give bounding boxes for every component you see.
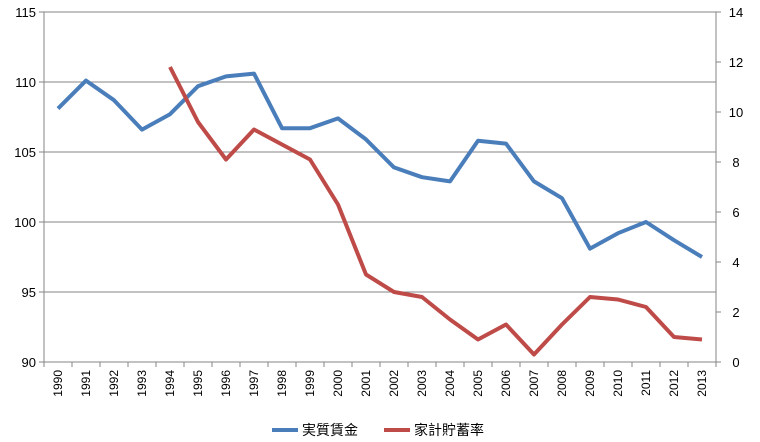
x-tick-label: 2001 xyxy=(359,370,373,397)
x-tick-label: 1996 xyxy=(219,370,233,397)
x-tick-label: 1994 xyxy=(163,370,177,397)
right-tick-label: 12 xyxy=(729,55,743,70)
gridlines xyxy=(44,11,716,363)
x-tick-label: 2007 xyxy=(527,370,541,397)
x-tick-label: 2009 xyxy=(583,370,597,397)
legend: 実質賃金 家計貯蓄率 xyxy=(272,422,484,439)
right-tick-label: 6 xyxy=(732,205,739,220)
x-tick-label: 1998 xyxy=(275,370,289,397)
left-tick-label: 110 xyxy=(15,75,36,90)
x-tick-label: 1999 xyxy=(303,370,317,397)
right-axis-ticks: 0 2 4 6 8 10 12 14 xyxy=(716,5,743,370)
x-tick-label: 1991 xyxy=(79,370,93,397)
x-tick-label: 2010 xyxy=(611,370,625,397)
right-tick-label: 8 xyxy=(732,155,739,170)
series-lines xyxy=(56,66,704,357)
series-line-2 xyxy=(168,66,703,357)
x-tick-label: 2005 xyxy=(471,370,485,397)
right-tick-label: 14 xyxy=(729,5,743,20)
x-tick-label: 1995 xyxy=(191,370,205,397)
right-tick-label: 4 xyxy=(732,255,739,270)
left-tick-label: 115 xyxy=(15,5,36,20)
left-tick-label: 95 xyxy=(22,285,36,300)
x-tick-label: 2012 xyxy=(667,370,681,397)
left-tick-label: 90 xyxy=(22,355,36,370)
left-tick-label: 105 xyxy=(14,145,36,160)
x-tick-label: 1997 xyxy=(247,370,261,397)
left-axis-ticks: 90 95 100 105 110 115 xyxy=(14,5,44,370)
x-tick-label: 2004 xyxy=(443,370,457,397)
x-tick-label: 1993 xyxy=(135,370,149,397)
x-axis-ticks: 1990 1991 1992 1993 1994 1995 1996 1997 1998 1999… xyxy=(43,362,717,397)
legend-label: 実質賃金 xyxy=(302,423,358,439)
axes xyxy=(43,12,717,363)
x-tick-label: 2008 xyxy=(555,370,569,397)
right-tick-label: 2 xyxy=(732,305,739,320)
x-tick-label: 1992 xyxy=(107,370,121,397)
x-tick-label: 1990 xyxy=(51,370,65,397)
x-tick-label: 2013 xyxy=(695,370,709,397)
x-tick-label: 2011 xyxy=(639,370,653,396)
x-tick-label: 2002 xyxy=(387,370,401,397)
x-tick-label: 2006 xyxy=(499,370,513,397)
series-line-1 xyxy=(56,71,704,259)
x-tick-label: 2000 xyxy=(331,370,345,397)
right-tick-label: 0 xyxy=(732,355,739,370)
legend-label: 家計貯蓄率 xyxy=(414,422,484,439)
x-tick-label: 2003 xyxy=(415,370,429,397)
right-tick-label: 10 xyxy=(729,105,743,120)
left-tick-label: 100 xyxy=(14,215,36,230)
